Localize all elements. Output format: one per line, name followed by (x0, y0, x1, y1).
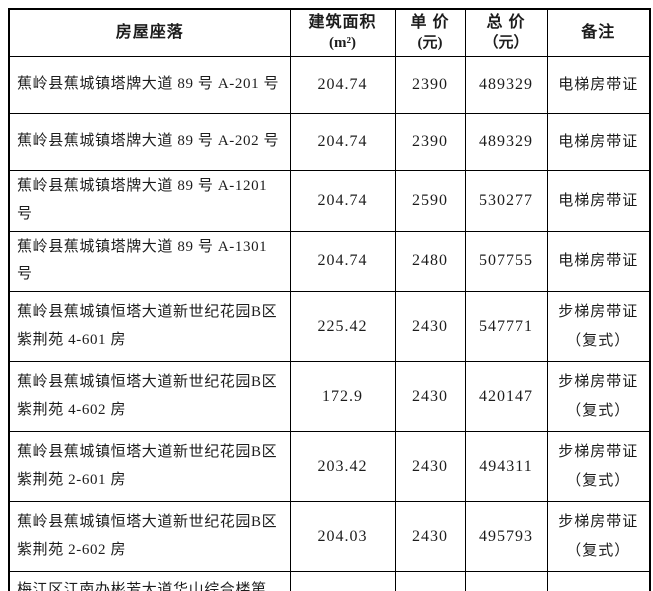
unit-price-cell: 2430 (394, 431, 466, 502)
table-row: 蕉岭县蕉城镇塔牌大道 89 号 A-202 号 204.74 2390 4893… (8, 113, 651, 171)
address-cell: 蕉岭县蕉城镇塔牌大道 89 号 A-1201 号 (8, 170, 291, 232)
remark-line2: （复式） (566, 332, 631, 349)
unit-price-cell: 2480 (394, 230, 466, 292)
unit-price-cell: 2390 (394, 113, 466, 171)
total-price-cell: 507755 (464, 230, 548, 292)
table-row: 蕉岭县蕉城镇塔牌大道 89 号 A-201 号 204.74 2390 4893… (8, 56, 651, 114)
header-total-price-unit: （元） (483, 34, 529, 51)
remark-line1: 电梯房带证 (558, 192, 639, 209)
remark-line1: 电梯房带证 (558, 133, 639, 150)
address-cell: 蕉岭县蕉城镇恒塔大道新世纪花园B区紫荆苑 4-602 房 (8, 361, 291, 432)
unit-price-cell: 2430 (394, 361, 466, 432)
remark-line2: （复式） (566, 402, 631, 419)
remark-cell: 步梯房带证 （复式） (546, 501, 651, 572)
total-price-cell: 489329 (464, 56, 548, 114)
total-price-cell: 495793 (464, 501, 548, 572)
address-cell: 蕉岭县蕉城镇塔牌大道 89 号 A-201 号 (8, 56, 291, 114)
unit-price-cell: 5570 (394, 571, 466, 591)
header-total-price-label: 总 价 (486, 13, 526, 31)
header-address: 房屋座落 (8, 8, 291, 57)
address-cell: 蕉岭县蕉城镇塔牌大道 89 号 A-202 号 (8, 113, 291, 171)
remark-cell: 电梯房带证 (546, 113, 651, 171)
unit-price-cell: 2430 (394, 291, 466, 362)
total-price-cell: 8095438 (464, 571, 548, 591)
remark-cell: 电梯房带证 (546, 170, 651, 232)
remark-cell: 步梯房带证 （复式） (546, 361, 651, 432)
area-cell: 203.42 (289, 431, 396, 502)
property-price-table: 房屋座落 建筑面积 (m²) 单 价 (元) 总 价 （元） 备注 (8, 8, 651, 591)
remark-cell: 电梯房带证 (546, 230, 651, 292)
total-price-cell: 530277 (464, 170, 548, 232)
header-remark-label: 备注 (581, 23, 616, 41)
address-cell: 梅江区江南办彬芳大道华山综合楼第一、二层 (8, 571, 291, 591)
remark-line1: 步梯房带证 (558, 374, 639, 390)
unit-price-cell: 2430 (394, 501, 466, 572)
total-price-cell: 547771 (464, 291, 548, 362)
header-address-label: 房屋座落 (115, 23, 184, 41)
remark-line1: 电梯房带证 (558, 253, 639, 269)
unit-price-cell: 2390 (394, 56, 466, 114)
remark-line1: 步梯房带证 (558, 444, 639, 460)
table-row: 蕉岭县蕉城镇恒塔大道新世纪花园B区紫荆苑 4-601 房 225.42 2430… (8, 291, 651, 362)
total-price-cell: 494311 (464, 431, 548, 502)
header-area: 建筑面积 (m²) (289, 8, 396, 57)
remark-cell: 步梯房带证 （复式） (546, 291, 651, 362)
table-row: 蕉岭县蕉城镇塔牌大道 89 号 A-1201 号 204.74 2590 530… (8, 170, 651, 232)
header-area-label: 建筑面积 (308, 13, 377, 31)
header-row: 房屋座落 建筑面积 (m²) 单 价 (元) 总 价 （元） 备注 (8, 8, 651, 57)
remark-line2: （复式） (566, 542, 631, 559)
remark-line2: （复式） (566, 472, 631, 489)
table-row: 梅江区江南办彬芳大道华山综合楼第一、二层 1453.4 5570 8095438… (8, 571, 651, 591)
header-total-price: 总 价 （元） (464, 8, 548, 57)
address-cell: 蕉岭县蕉城镇恒塔大道新世纪花园B区紫荆苑 2-602 房 (8, 501, 291, 572)
table-row: 蕉岭县蕉城镇恒塔大道新世纪花园B区紫荆苑 4-602 房 172.9 2430 … (8, 361, 651, 432)
address-cell: 蕉岭县蕉城镇塔牌大道 89 号 A-1301 号 (8, 230, 291, 292)
table-row: 蕉岭县蕉城镇塔牌大道 89 号 A-1301 号 204.74 2480 507… (8, 230, 651, 292)
address-cell: 蕉岭县蕉城镇恒塔大道新世纪花园B区紫荆苑 2-601 房 (8, 431, 291, 502)
remark-cell: 电梯房带证 (546, 56, 651, 114)
area-cell: 172.9 (289, 361, 396, 432)
header-unit-price-unit: (元) (417, 34, 443, 51)
area-cell: 204.74 (289, 170, 396, 232)
total-price-cell: 420147 (464, 361, 548, 432)
area-cell: 1453.4 (289, 571, 396, 591)
remark-line1: 电梯房带证 (558, 76, 639, 93)
area-cell: 204.03 (289, 501, 396, 572)
table-row: 蕉岭县蕉城镇恒塔大道新世纪花园B区紫荆苑 2-602 房 204.03 2430… (8, 501, 651, 572)
area-cell: 204.74 (289, 56, 396, 114)
unit-price-cell: 2590 (394, 170, 466, 232)
header-remark: 备注 (546, 8, 651, 57)
remark-cell: 步梯房带证 （复式） (546, 431, 651, 502)
remark-cell: 带租出售 (546, 571, 651, 591)
remark-line1: 步梯房带证 (558, 514, 639, 530)
table-row: 蕉岭县蕉城镇恒塔大道新世纪花园B区紫荆苑 2-601 房 203.42 2430… (8, 431, 651, 502)
total-price-cell: 489329 (464, 113, 548, 171)
area-cell: 225.42 (289, 291, 396, 362)
header-unit-price: 单 价 (元) (394, 8, 466, 57)
address-cell: 蕉岭县蕉城镇恒塔大道新世纪花园B区紫荆苑 4-601 房 (8, 291, 291, 362)
header-area-unit: (m²) (329, 34, 356, 51)
area-cell: 204.74 (289, 113, 396, 171)
area-cell: 204.74 (289, 230, 396, 292)
header-unit-price-label: 单 价 (410, 13, 450, 31)
remark-line1: 步梯房带证 (558, 304, 639, 320)
